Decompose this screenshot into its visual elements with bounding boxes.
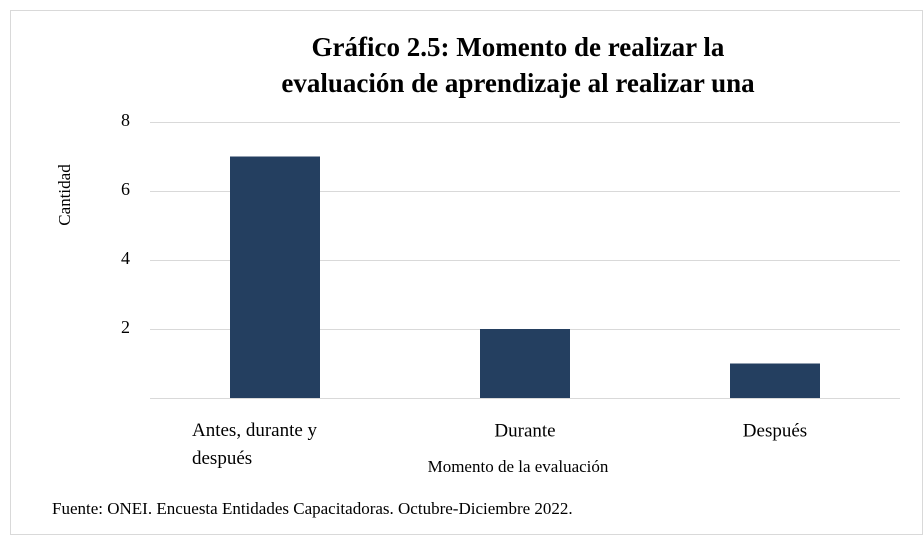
chart-frame [10, 10, 923, 535]
y-axis-label: Cantidad [55, 164, 74, 226]
bar [480, 329, 570, 398]
bar [230, 156, 320, 398]
x-tick-label: Antes, durante y después [192, 420, 318, 469]
x-tick-label: Durante [494, 420, 555, 441]
x-axis-label: Momento de la evaluación [428, 457, 609, 476]
source-note: Fuente: ONEI. Encuesta Entidades Capacit… [52, 499, 573, 518]
y-tick-label: 4 [121, 248, 130, 268]
y-tick-label: 6 [121, 179, 130, 199]
chart-title: evaluación de aprendizaje al realizar un… [281, 68, 755, 98]
x-tick-label: Después [743, 420, 807, 441]
bar [730, 363, 820, 398]
chart-title: Gráfico 2.5: Momento de realizar la [312, 32, 725, 62]
y-tick-label: 2 [121, 317, 130, 337]
y-tick-label: 8 [121, 110, 130, 130]
